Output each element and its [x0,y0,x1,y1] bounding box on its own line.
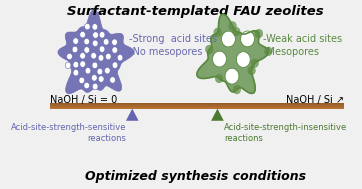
Text: -Weak acid sites
-Mesopores: -Weak acid sites -Mesopores [263,34,342,57]
Polygon shape [73,70,79,76]
Polygon shape [255,29,263,38]
Polygon shape [67,53,72,60]
Text: NaOH / Si ↗: NaOH / Si ↗ [286,95,344,105]
Polygon shape [211,108,224,121]
Polygon shape [265,47,272,56]
Polygon shape [251,59,258,67]
Polygon shape [73,38,79,44]
Polygon shape [92,83,98,90]
Polygon shape [97,68,103,75]
Polygon shape [233,85,241,94]
Polygon shape [105,53,111,60]
Polygon shape [92,40,98,46]
Polygon shape [206,45,213,54]
Polygon shape [236,52,250,67]
Polygon shape [241,31,254,47]
Bar [50,105,344,106]
Polygon shape [212,51,226,67]
Polygon shape [103,39,109,45]
Polygon shape [92,24,98,30]
Polygon shape [105,67,110,74]
Bar [50,104,344,105]
Polygon shape [65,62,71,69]
Polygon shape [84,38,89,45]
Polygon shape [232,27,240,36]
Bar [50,107,344,108]
Polygon shape [248,66,255,75]
Polygon shape [84,47,89,53]
Polygon shape [92,75,97,81]
Polygon shape [58,9,134,94]
Polygon shape [99,46,105,52]
Polygon shape [112,47,118,53]
Bar [50,103,344,104]
Polygon shape [214,28,222,37]
Polygon shape [93,32,98,38]
Polygon shape [73,61,79,68]
Polygon shape [84,82,89,89]
Polygon shape [98,55,104,61]
Text: Acid-site-strength-insensitive
reactions: Acid-site-strength-insensitive reactions [224,123,347,143]
Polygon shape [92,62,98,69]
Polygon shape [197,14,269,93]
Polygon shape [112,39,117,45]
Polygon shape [225,68,239,84]
Bar [50,104,344,105]
Bar [50,103,344,104]
Polygon shape [79,77,85,84]
Polygon shape [117,54,123,61]
Polygon shape [98,76,104,82]
Bar [50,106,344,107]
Polygon shape [84,23,90,30]
Polygon shape [72,46,78,53]
Bar [50,105,344,106]
Polygon shape [215,74,223,83]
Bar [50,107,344,108]
Text: Optimized synthesis conditions: Optimized synthesis conditions [85,170,306,183]
Polygon shape [91,53,97,59]
Text: Surfactant-templated FAU zeolites: Surfactant-templated FAU zeolites [67,5,324,18]
Text: NaOH / Si = 0: NaOH / Si = 0 [50,95,118,105]
Polygon shape [80,53,85,59]
Polygon shape [229,22,236,30]
Polygon shape [99,32,105,38]
Polygon shape [112,62,118,68]
Polygon shape [222,31,235,47]
Polygon shape [110,77,115,83]
Text: Acid-site-strength-sensitive
reactions: Acid-site-strength-sensitive reactions [10,123,126,143]
Polygon shape [80,31,85,38]
Polygon shape [80,61,85,67]
Text: -Strong  acid sites
-No mesopores: -Strong acid sites -No mesopores [129,34,217,57]
Polygon shape [126,108,139,121]
Polygon shape [85,67,91,74]
Bar [50,106,344,107]
